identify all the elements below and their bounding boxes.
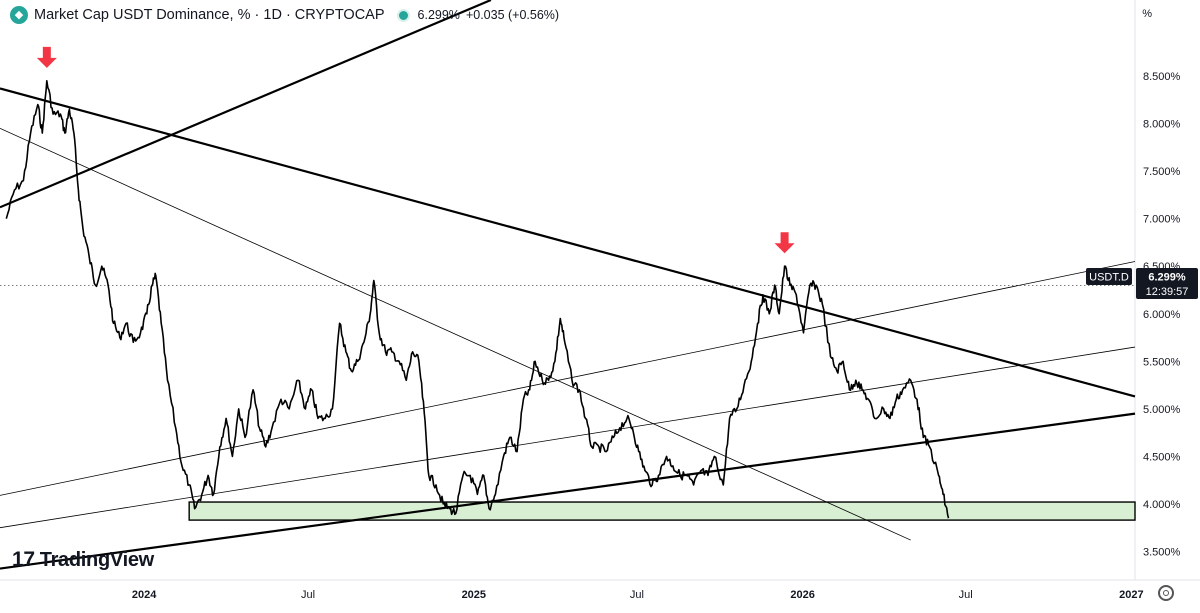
price-tick-label: 4.500% [1143, 451, 1181, 463]
price-badge [1136, 268, 1198, 299]
symbol-badge-label: USDT.D [1089, 272, 1129, 284]
trendline-4[interactable] [0, 127, 911, 541]
market-status-dot [396, 8, 410, 22]
price-badge-value: 6.299% [1148, 272, 1186, 284]
gear-icon[interactable] [1158, 585, 1174, 601]
price-tick-label: 5.000% [1143, 404, 1181, 416]
price-badge-layer: USDT.D 6.299% 12:39:57 [1086, 268, 1198, 299]
trendline-3[interactable] [0, 412, 1136, 570]
trendline-2[interactable] [0, 0, 492, 209]
support-zone-layer [188, 501, 1136, 521]
price-axis[interactable]: 8.500%8.000%7.500%7.000%6.500%6.000%5.50… [1143, 71, 1181, 558]
trendline-1[interactable] [0, 87, 1136, 398]
time-tick-label: 2025 [462, 589, 486, 601]
tether-diamond-icon: ◆ [10, 6, 28, 24]
symbol-badge [1086, 268, 1132, 285]
price-tick-label: 5.500% [1143, 356, 1181, 368]
last-value: 6.299% [417, 8, 460, 22]
series-line-1 [5, 80, 950, 519]
price-tick-label: 8.500% [1143, 71, 1181, 83]
markers-layer [36, 46, 795, 254]
logo-mark: 17 [12, 548, 35, 571]
trendline-5[interactable] [0, 346, 1136, 529]
trendline-6[interactable] [0, 261, 1136, 496]
tradingview-logo[interactable]: 17 TradingView [12, 548, 154, 572]
series-layer [5, 80, 950, 519]
price-tick-label: 3.500% [1143, 546, 1181, 558]
change-value: +0.035 (+0.56%) [465, 8, 560, 22]
price-tick-label: 6.000% [1143, 309, 1181, 321]
down-arrow-marker-1 [36, 46, 57, 68]
time-axis[interactable]: 2024 Jul 2025 Jul 2026 Jul 2027 [132, 589, 1144, 601]
unit-toggle-button[interactable]: % [1142, 8, 1152, 20]
price-badge-countdown: 12:39:57 [1146, 286, 1189, 298]
time-tick-label: 2024 [132, 589, 157, 601]
price-tick-label: 4.000% [1143, 499, 1181, 511]
time-tick-label: Jul [301, 589, 315, 601]
chart-header: ◆ Market Cap USDT Dominance, % · 1D · CR… [0, 0, 1135, 30]
trendlines-layer [0, 0, 1136, 570]
time-tick-label: 2026 [790, 589, 814, 601]
price-tick-label: 7.000% [1143, 214, 1181, 226]
price-tick-label: 8.000% [1143, 119, 1181, 131]
symbol-title[interactable]: Market Cap USDT Dominance, % · 1D · CRYP… [34, 7, 385, 23]
price-tick-label: 7.500% [1143, 166, 1181, 178]
down-arrow-marker-2 [774, 232, 795, 254]
logo-text: TradingView [39, 548, 154, 571]
support-zone [188, 501, 1136, 521]
time-tick-label: 2027 [1119, 589, 1143, 601]
time-tick-label: Jul [630, 589, 644, 601]
time-tick-label: Jul [959, 589, 973, 601]
